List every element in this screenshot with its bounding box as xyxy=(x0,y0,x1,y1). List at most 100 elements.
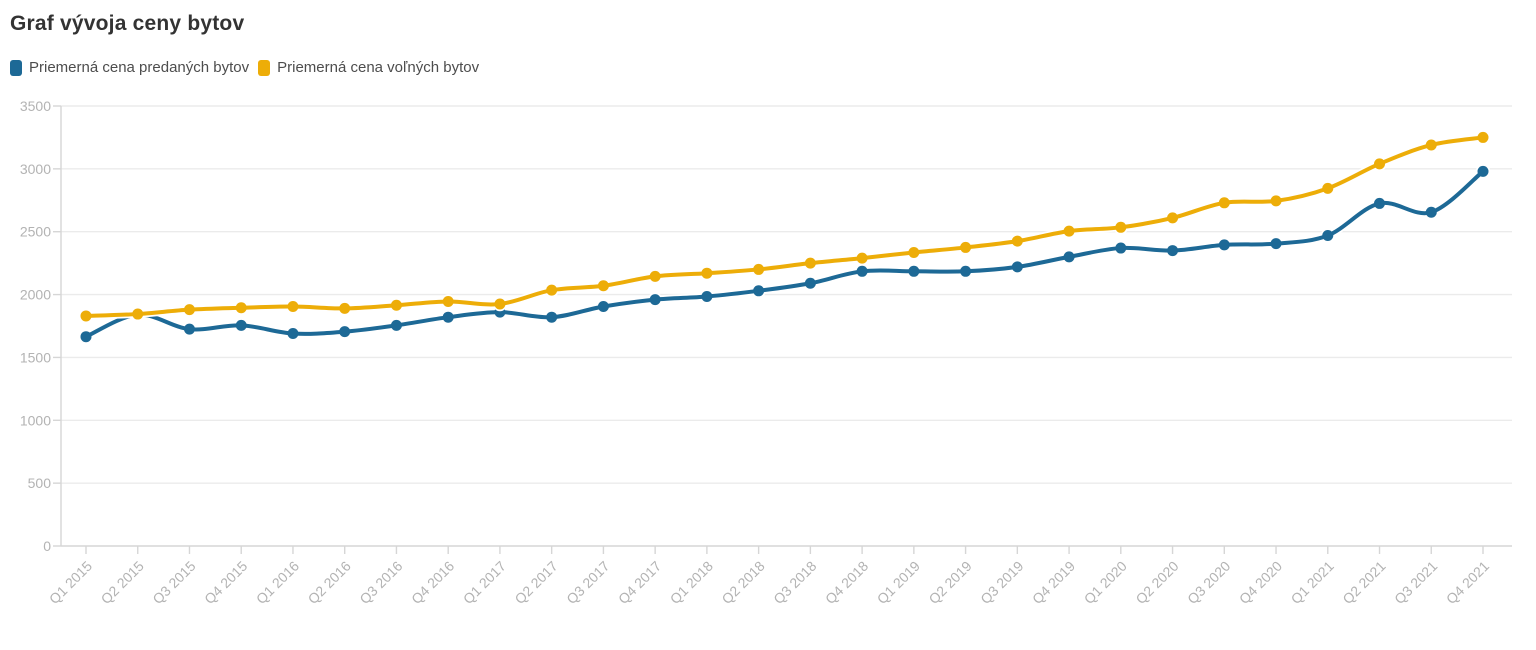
x-tick-label: Q1 2017 xyxy=(460,558,509,607)
data-point-volne-Q3-2015[interactable] xyxy=(183,304,195,316)
data-point-predane-Q3-2021[interactable] xyxy=(1425,206,1437,218)
data-point-predane-Q4-2019[interactable] xyxy=(1063,251,1075,263)
x-tick-label: Q3 2020 xyxy=(1184,558,1233,607)
data-point-predane-Q1-2018[interactable] xyxy=(701,290,713,302)
data-point-predane-Q4-2021[interactable] xyxy=(1477,165,1489,177)
legend-swatch-volne-icon xyxy=(258,60,271,76)
x-tick-label: Q3 2019 xyxy=(977,558,1026,607)
data-point-predane-Q1-2015[interactable] xyxy=(80,331,92,343)
x-tick-label: Q1 2018 xyxy=(667,558,716,607)
data-point-volne-Q3-2018[interactable] xyxy=(804,257,816,269)
x-tick-label: Q3 2018 xyxy=(770,558,819,607)
x-tick-label: Q1 2021 xyxy=(1288,558,1337,607)
series-line-volne xyxy=(84,135,1485,318)
data-point-predane-Q3-2020[interactable] xyxy=(1218,239,1230,251)
data-point-predane-Q3-2017[interactable] xyxy=(597,301,609,313)
x-tick-label: Q1 2015 xyxy=(46,558,95,607)
data-point-volne-Q4-2016[interactable] xyxy=(442,295,454,307)
x-tick-label: Q3 2015 xyxy=(149,558,198,607)
data-point-predane-Q2-2021[interactable] xyxy=(1374,197,1386,209)
data-point-predane-Q4-2018[interactable] xyxy=(856,265,868,277)
data-point-volne-Q2-2018[interactable] xyxy=(753,263,765,275)
data-point-predane-Q2-2020[interactable] xyxy=(1167,245,1179,257)
data-point-volne-Q2-2015[interactable] xyxy=(132,308,144,320)
y-tick-label: 2000 xyxy=(20,287,51,303)
x-tick-label: Q2 2021 xyxy=(1339,558,1388,607)
data-point-predane-Q4-2020[interactable] xyxy=(1270,238,1282,250)
x-tick-label: Q1 2016 xyxy=(253,558,302,607)
x-tick-label: Q2 2015 xyxy=(98,558,147,607)
x-tick-label: Q4 2019 xyxy=(1029,558,1078,607)
data-point-volne-Q2-2019[interactable] xyxy=(960,241,972,253)
data-point-volne-Q2-2016[interactable] xyxy=(339,302,351,314)
data-point-predane-Q1-2019[interactable] xyxy=(908,265,920,277)
data-point-volne-Q3-2017[interactable] xyxy=(597,280,609,292)
data-point-volne-Q4-2015[interactable] xyxy=(235,302,247,314)
legend-item-predane-bytov[interactable]: Priemerná cena predaných bytov xyxy=(10,59,249,77)
data-point-volne-Q4-2021[interactable] xyxy=(1477,131,1489,143)
data-point-volne-Q1-2017[interactable] xyxy=(494,298,506,310)
chart-title: Graf vývoja ceny bytov xyxy=(10,12,245,35)
y-tick-label: 3000 xyxy=(20,161,51,177)
data-point-predane-Q3-2019[interactable] xyxy=(1011,261,1023,273)
data-point-volne-Q4-2020[interactable] xyxy=(1270,195,1282,207)
data-point-volne-Q3-2021[interactable] xyxy=(1425,139,1437,151)
data-point-predane-Q2-2019[interactable] xyxy=(960,265,972,277)
data-point-predane-Q4-2015[interactable] xyxy=(235,319,247,331)
data-point-volne-Q3-2019[interactable] xyxy=(1011,235,1023,247)
data-point-volne-Q1-2019[interactable] xyxy=(908,246,920,258)
data-point-volne-Q2-2020[interactable] xyxy=(1167,212,1179,224)
y-tick-label: 1500 xyxy=(20,349,51,365)
x-tick-label: Q2 2016 xyxy=(305,558,354,607)
x-tick-label: Q4 2016 xyxy=(408,558,457,607)
x-tick-label: Q4 2017 xyxy=(615,558,664,607)
legend-label-volne: Priemerná cena voľných bytov xyxy=(277,59,480,76)
y-tick-label: 2500 xyxy=(20,224,51,240)
data-point-predane-Q1-2016[interactable] xyxy=(287,328,299,340)
data-point-volne-Q3-2020[interactable] xyxy=(1218,197,1230,209)
data-point-volne-Q2-2017[interactable] xyxy=(546,284,558,296)
data-point-volne-Q1-2015[interactable] xyxy=(80,310,92,322)
y-tick-label: 500 xyxy=(28,475,52,491)
y-tick-label: 3500 xyxy=(20,98,51,114)
data-point-volne-Q1-2021[interactable] xyxy=(1322,182,1334,194)
data-point-volne-Q3-2016[interactable] xyxy=(390,299,402,311)
data-point-volne-Q4-2019[interactable] xyxy=(1063,225,1075,237)
data-point-volne-Q1-2016[interactable] xyxy=(287,301,299,313)
legend-swatch-predane-icon xyxy=(10,60,22,76)
data-point-predane-Q1-2021[interactable] xyxy=(1322,229,1334,241)
series-line-predane xyxy=(84,169,1485,339)
x-tick-label: Q2 2020 xyxy=(1132,558,1181,607)
x-tick-label: Q3 2017 xyxy=(563,558,612,607)
data-point-predane-Q4-2017[interactable] xyxy=(649,294,661,306)
legend-item-volne-bytov[interactable]: Priemerná cena voľných bytov xyxy=(258,59,479,77)
legend-label-predane: Priemerná cena predaných bytov xyxy=(29,59,250,76)
x-tick-label: Q3 2021 xyxy=(1391,558,1440,607)
x-tick-label: Q4 2015 xyxy=(201,558,250,607)
data-point-volne-Q4-2018[interactable] xyxy=(856,252,868,264)
data-point-volne-Q2-2021[interactable] xyxy=(1374,158,1386,170)
data-point-predane-Q3-2016[interactable] xyxy=(390,319,402,331)
data-point-predane-Q3-2015[interactable] xyxy=(183,323,195,335)
y-tick-label: 1000 xyxy=(20,412,51,428)
y-tick-label: 0 xyxy=(43,538,51,554)
x-tick-label: Q2 2018 xyxy=(718,558,767,607)
data-point-predane-Q2-2016[interactable] xyxy=(339,326,351,338)
data-point-predane-Q3-2018[interactable] xyxy=(804,277,816,289)
data-point-predane-Q4-2016[interactable] xyxy=(442,311,454,323)
data-point-volne-Q4-2017[interactable] xyxy=(649,270,661,282)
x-tick-label: Q3 2016 xyxy=(356,558,405,607)
data-point-predane-Q2-2018[interactable] xyxy=(753,285,765,297)
x-tick-label: Q4 2020 xyxy=(1236,558,1285,607)
x-tick-label: Q2 2017 xyxy=(511,558,560,607)
x-tick-label: Q2 2019 xyxy=(925,558,974,607)
x-tick-label: Q4 2021 xyxy=(1443,558,1492,607)
x-tick-label: Q4 2018 xyxy=(822,558,871,607)
data-point-volne-Q1-2020[interactable] xyxy=(1115,221,1127,233)
data-point-predane-Q1-2020[interactable] xyxy=(1115,242,1127,254)
data-point-predane-Q2-2017[interactable] xyxy=(546,311,558,323)
x-tick-label: Q1 2020 xyxy=(1081,558,1130,607)
data-point-volne-Q1-2018[interactable] xyxy=(701,267,713,279)
